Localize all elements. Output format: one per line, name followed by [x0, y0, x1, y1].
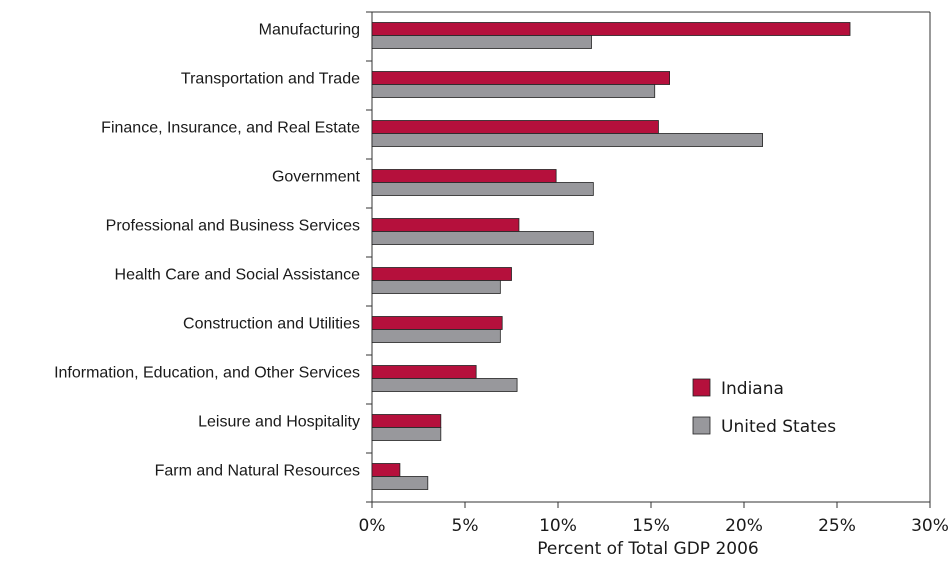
category-labels: Manufacturing Transportation and Trade Fin…: [54, 22, 360, 480]
x-tick-label: 15%: [632, 516, 670, 536]
bar-indiana: [371, 218, 520, 232]
bar-united-states: [371, 427, 442, 441]
x-axis-ticks: [371, 502, 931, 508]
category-label: Finance, Insurance, and Real Estate: [101, 120, 360, 137]
bar-united-states: [371, 133, 764, 147]
category-label: Construction and Utilities: [183, 316, 360, 333]
bars: [371, 22, 851, 490]
x-tick-label: 20%: [725, 516, 763, 536]
bar-indiana: [371, 169, 557, 183]
bar-indiana: [371, 365, 477, 379]
category-label: Manufacturing: [259, 22, 360, 39]
category-label: Leisure and Hospitality: [198, 414, 360, 431]
category-label: Transportation and Trade: [181, 71, 360, 88]
legend-swatch: [692, 378, 711, 397]
x-axis-title: Percent of Total GDP 2006: [537, 539, 758, 559]
legend-label: Indiana: [721, 379, 784, 399]
bar-indiana: [371, 316, 503, 330]
bar-united-states: [371, 280, 501, 294]
category-label: Farm and Natural Resources: [155, 463, 360, 480]
x-tick-label: 5%: [452, 516, 479, 536]
bar-united-states: [371, 84, 656, 98]
category-label: Professional and Business Services: [106, 218, 360, 235]
category-label: Health Care and Social Assistance: [115, 267, 361, 284]
x-tick-labels: 0% 5% 10% 15% 20% 25% 30%: [359, 516, 948, 536]
bar-united-states: [371, 378, 518, 392]
bar-indiana: [371, 463, 401, 477]
bar-united-states: [371, 231, 594, 245]
category-label: Government: [272, 169, 361, 186]
bar-united-states: [371, 182, 594, 196]
bar-indiana: [371, 120, 659, 134]
x-tick-label: 0%: [359, 516, 386, 536]
legend-swatch: [692, 416, 711, 435]
legend: Indiana United States: [692, 378, 836, 437]
bar-united-states: [371, 35, 592, 49]
bar-indiana: [371, 267, 512, 281]
bar-united-states: [371, 476, 429, 490]
x-tick-label: 10%: [539, 516, 577, 536]
bar-indiana: [371, 414, 442, 428]
bar-indiana: [371, 22, 851, 36]
y-axis-ticks: [366, 11, 372, 503]
bar-indiana: [371, 71, 671, 85]
x-tick-label: 30%: [911, 516, 948, 536]
bar-united-states: [371, 329, 501, 343]
x-tick-label: 25%: [818, 516, 856, 536]
legend-label: United States: [721, 417, 836, 437]
category-label: Information, Education, and Other Servic…: [54, 365, 360, 382]
